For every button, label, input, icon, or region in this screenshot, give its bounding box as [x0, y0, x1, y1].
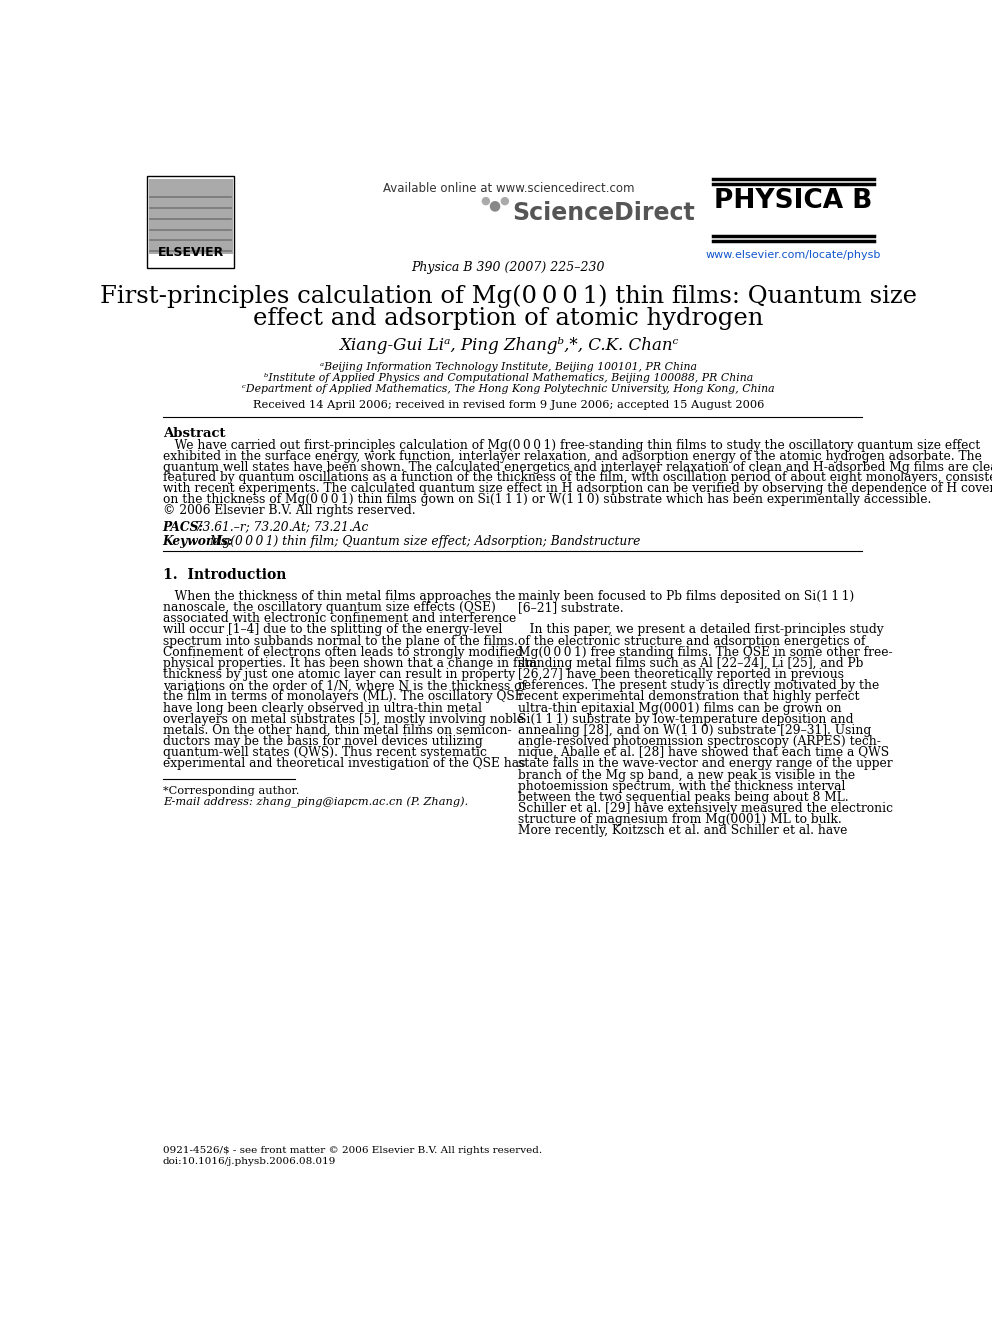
Text: [26,27] have been theoretically reported in previous: [26,27] have been theoretically reported…: [518, 668, 844, 681]
Bar: [149, 179, 232, 254]
Text: Xiang-Gui Liᵃ, Ping Zhangᵇ,*, C.K. Chanᶜ: Xiang-Gui Liᵃ, Ping Zhangᵇ,*, C.K. Chanᶜ: [338, 336, 679, 353]
Text: In this paper, we present a detailed first-principles study: In this paper, we present a detailed fir…: [518, 623, 883, 636]
Text: Schiller et al. [29] have extensively measured the electronic: Schiller et al. [29] have extensively me…: [518, 802, 893, 815]
Text: have long been clearly observed in ultra-thin metal: have long been clearly observed in ultra…: [163, 701, 482, 714]
Text: ScienceDirect: ScienceDirect: [512, 201, 695, 225]
Text: on the thickness of Mg(0 0 0 1) thin films gown on Si(1 1 1) or W(1 1 0) substra: on the thickness of Mg(0 0 0 1) thin fil…: [163, 493, 931, 505]
Text: quantum well states have been shown. The calculated energetics and interlayer re: quantum well states have been shown. The…: [163, 460, 992, 474]
Text: overlayers on metal substrates [5], mostly involving noble: overlayers on metal substrates [5], most…: [163, 713, 524, 726]
Text: mainly been focused to Pb films deposited on Si(1 1 1): mainly been focused to Pb films deposite…: [518, 590, 854, 603]
Text: quantum-well states (QWS). Thus recent systematic: quantum-well states (QWS). Thus recent s…: [163, 746, 487, 759]
Text: metals. On the other hand, thin metal films on semicon-: metals. On the other hand, thin metal fi…: [163, 724, 511, 737]
Text: When the thickness of thin metal films approaches the: When the thickness of thin metal films a…: [163, 590, 515, 603]
Text: the film in terms of monolayers (ML). The oscillatory QSE: the film in terms of monolayers (ML). Th…: [163, 691, 524, 704]
Text: with recent experiments. The calculated quantum size effect in H adsorption can : with recent experiments. The calculated …: [163, 482, 992, 495]
Text: exhibited in the surface energy, work function, interlayer relaxation, and adsor: exhibited in the surface energy, work fu…: [163, 450, 982, 463]
Text: featured by quantum oscillations as a function of the thickness of the film, wit: featured by quantum oscillations as a fu…: [163, 471, 992, 484]
Text: Abstract: Abstract: [163, 427, 225, 439]
Text: of the electronic structure and adsorption energetics of: of the electronic structure and adsorpti…: [518, 635, 865, 648]
Text: Mg(0 0 0 1) thin film; Quantum size effect; Adsorption; Bandstructure: Mg(0 0 0 1) thin film; Quantum size effe…: [206, 534, 641, 548]
Text: 0921-4526/$ - see front matter © 2006 Elsevier B.V. All rights reserved.: 0921-4526/$ - see front matter © 2006 El…: [163, 1146, 542, 1155]
Text: E-mail address: zhang_ping@iapcm.ac.cn (P. Zhang).: E-mail address: zhang_ping@iapcm.ac.cn (…: [163, 796, 468, 807]
Text: doi:10.1016/j.physb.2006.08.019: doi:10.1016/j.physb.2006.08.019: [163, 1156, 336, 1166]
Text: 73.61.–r; 73.20.At; 73.21.Ac: 73.61.–r; 73.20.At; 73.21.Ac: [190, 521, 368, 533]
Text: ultra-thin epitaxial Mg(0001) films can be grown on: ultra-thin epitaxial Mg(0001) films can …: [518, 701, 841, 714]
Text: More recently, Koitzsch et al. and Schiller et al. have: More recently, Koitzsch et al. and Schil…: [518, 824, 847, 837]
Text: branch of the Mg sp band, a new peak is visible in the: branch of the Mg sp band, a new peak is …: [518, 769, 855, 782]
Text: standing metal films such as Al [22–24], Li [25], and Pb: standing metal films such as Al [22–24],…: [518, 658, 863, 669]
Text: www.elsevier.com/locate/physb: www.elsevier.com/locate/physb: [706, 250, 881, 259]
Text: © 2006 Elsevier B.V. All rights reserved.: © 2006 Elsevier B.V. All rights reserved…: [163, 504, 416, 517]
Text: ᵇInstitute of Applied Physics and Computational Mathematics, Beijing 100088, PR : ᵇInstitute of Applied Physics and Comput…: [264, 373, 753, 382]
Text: angle-resolved photoemission spectroscopy (ARPES) tech-: angle-resolved photoemission spectroscop…: [518, 736, 881, 747]
Text: PACS:: PACS:: [163, 521, 203, 533]
Text: ductors may be the basis for novel devices utilizing: ductors may be the basis for novel devic…: [163, 736, 482, 747]
Text: We have carried out first-principles calculation of Mg(0 0 0 1) free-standing th: We have carried out first-principles cal…: [163, 439, 980, 452]
Text: photoemission spectrum, with the thickness interval: photoemission spectrum, with the thickne…: [518, 779, 845, 792]
Text: annealing [28], and on W(1 1 0) substrate [29–31]. Using: annealing [28], and on W(1 1 0) substrat…: [518, 724, 871, 737]
Text: state falls in the wave-vector and energy range of the upper: state falls in the wave-vector and energ…: [518, 758, 893, 770]
Text: First-principles calculation of Mg(0 0 0 1) thin films: Quantum size: First-principles calculation of Mg(0 0 0…: [100, 284, 917, 308]
Text: ELSEVIER: ELSEVIER: [158, 246, 224, 259]
Text: Keywords:: Keywords:: [163, 534, 233, 548]
Text: between the two sequential peaks being about 8 ML.: between the two sequential peaks being a…: [518, 791, 848, 804]
Text: *Corresponding author.: *Corresponding author.: [163, 786, 300, 795]
Text: Received 14 April 2006; received in revised form 9 June 2006; accepted 15 August: Received 14 April 2006; received in revi…: [253, 400, 764, 410]
Text: structure of magnesium from Mg(0001) ML to bulk.: structure of magnesium from Mg(0001) ML …: [518, 814, 841, 827]
Text: ᶜDepartment of Applied Mathematics, The Hong Kong Polytechnic University, Hong K: ᶜDepartment of Applied Mathematics, The …: [242, 384, 775, 394]
Text: Mg(0 0 0 1) free standing films. The QSE in some other free-: Mg(0 0 0 1) free standing films. The QSE…: [518, 646, 893, 659]
Text: ●: ●: [480, 196, 490, 205]
Text: experimental and theoretical investigation of the QSE has: experimental and theoretical investigati…: [163, 758, 525, 770]
Text: spectrum into subbands normal to the plane of the films.: spectrum into subbands normal to the pla…: [163, 635, 518, 648]
Text: nique, Aballe et al. [28] have showed that each time a QWS: nique, Aballe et al. [28] have showed th…: [518, 746, 889, 759]
Text: Si(1 1 1) substrate by low-temperature deposition and: Si(1 1 1) substrate by low-temperature d…: [518, 713, 853, 726]
Text: physical properties. It has been shown that a change in film: physical properties. It has been shown t…: [163, 658, 537, 669]
Text: variations on the order of 1/N, where N is the thickness of: variations on the order of 1/N, where N …: [163, 679, 526, 692]
Text: references. The present study is directly motivated by the: references. The present study is directl…: [518, 679, 879, 692]
Text: Physica B 390 (2007) 225–230: Physica B 390 (2007) 225–230: [412, 261, 605, 274]
Text: recent experimental demonstration that highly perfect: recent experimental demonstration that h…: [518, 691, 859, 704]
Text: associated with electronic confinement and interference: associated with electronic confinement a…: [163, 613, 516, 626]
Text: will occur [1–4] due to the splitting of the energy-level: will occur [1–4] due to the splitting of…: [163, 623, 502, 636]
Text: nanoscale, the oscillatory quantum size effects (QSE): nanoscale, the oscillatory quantum size …: [163, 601, 496, 614]
Text: 1.  Introduction: 1. Introduction: [163, 569, 286, 582]
Text: thickness by just one atomic layer can result in property: thickness by just one atomic layer can r…: [163, 668, 515, 681]
Text: effect and adsorption of atomic hydrogen: effect and adsorption of atomic hydrogen: [253, 307, 764, 329]
Text: Confinement of electrons often leads to strongly modified: Confinement of electrons often leads to …: [163, 646, 523, 659]
Text: PHYSICA B: PHYSICA B: [714, 188, 873, 214]
Text: ●: ●: [499, 196, 509, 205]
Text: ᵃBeijing Information Technology Institute, Beijing 100101, PR China: ᵃBeijing Information Technology Institut…: [319, 363, 697, 372]
Text: Available online at www.sciencedirect.com: Available online at www.sciencedirect.co…: [383, 181, 634, 194]
Bar: [147, 176, 234, 269]
Text: [6–21] substrate.: [6–21] substrate.: [518, 601, 623, 614]
Text: ●: ●: [488, 198, 501, 213]
